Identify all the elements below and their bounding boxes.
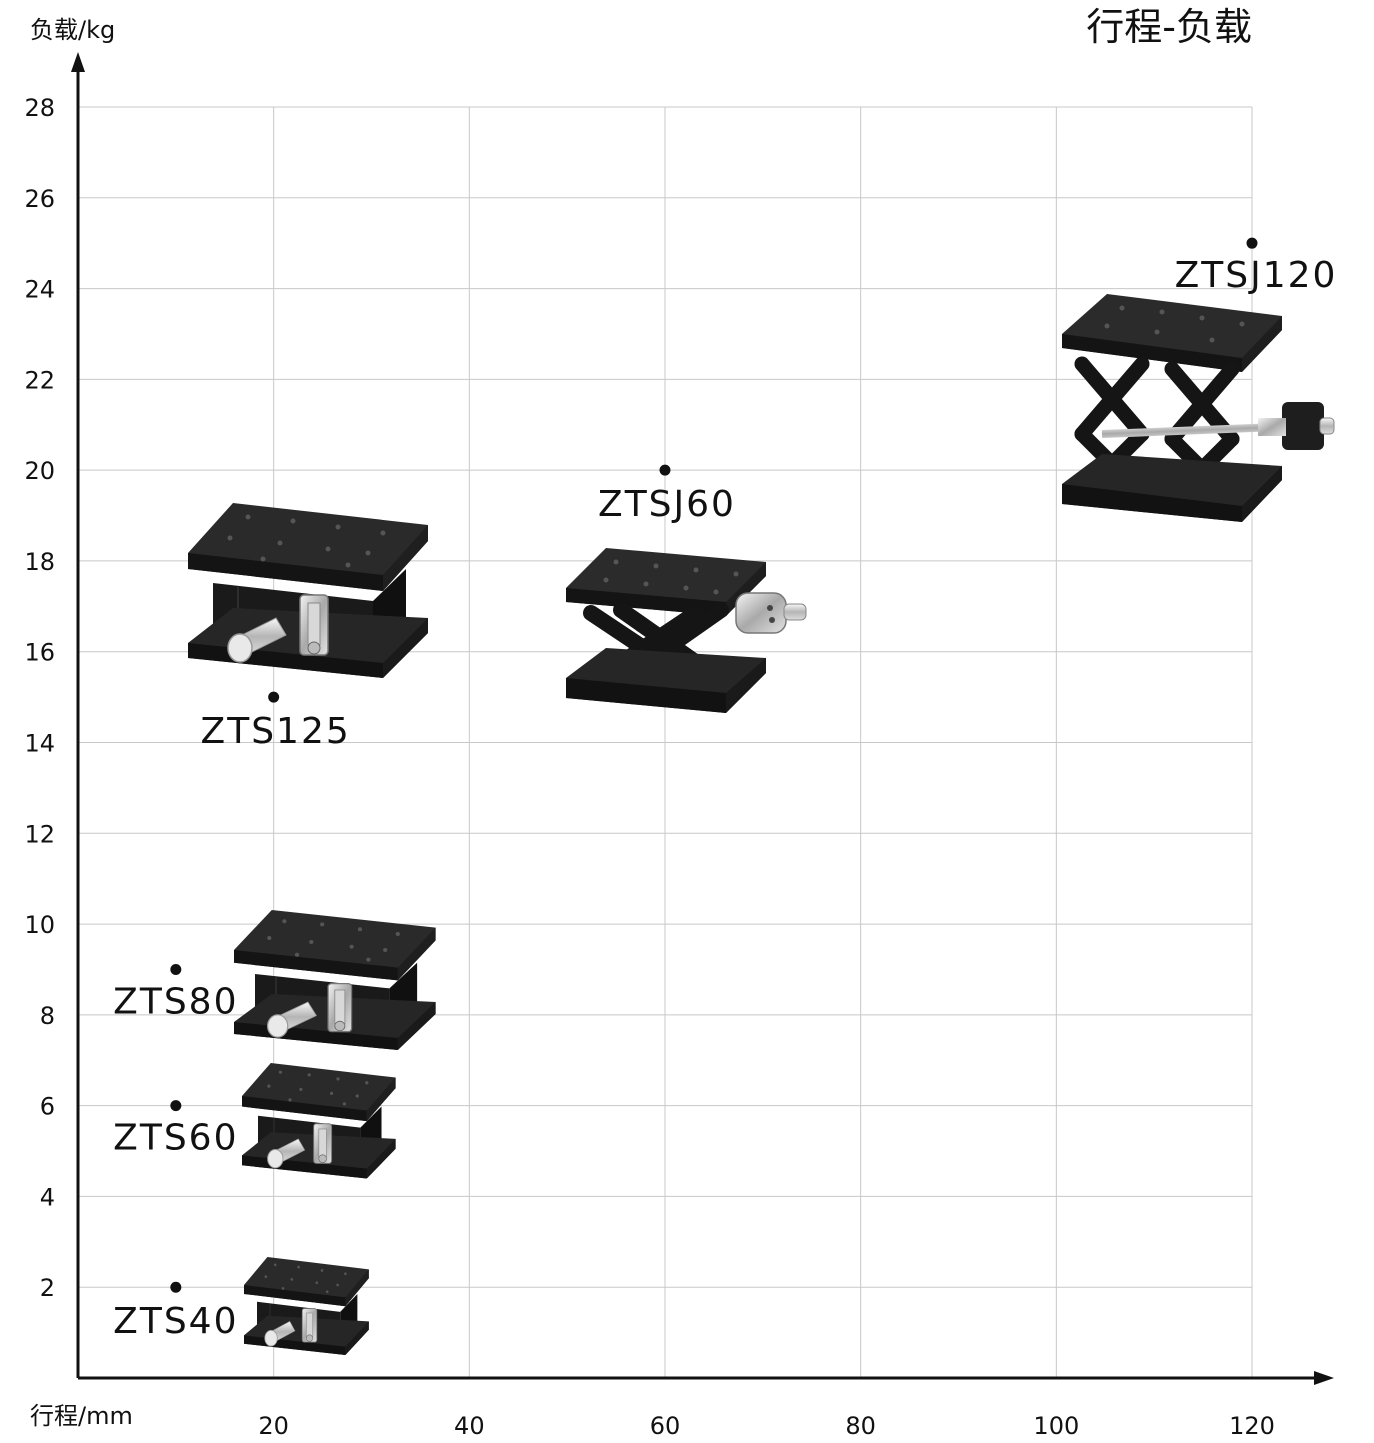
product-image-ztsj60 (566, 548, 806, 713)
data-label-zts60: ZTS60 (113, 1118, 238, 1159)
y-tick-label: 24 (24, 276, 55, 304)
y-tick-label: 18 (24, 548, 55, 576)
x-tick-label: 20 (258, 1412, 289, 1440)
y-tick-label: 2 (40, 1274, 55, 1302)
y-tick-label: 10 (24, 911, 55, 939)
y-tick-label: 4 (40, 1183, 55, 1211)
y-axis-title: 负载/kg (30, 16, 115, 44)
data-label-zts40: ZTS40 (113, 1301, 238, 1342)
x-tick-label: 80 (845, 1412, 876, 1440)
data-label-ztsj120: ZTSJ120 (1175, 255, 1338, 296)
data-point-zts80 (170, 963, 182, 975)
y-tick-label: 6 (40, 1093, 55, 1121)
y-tick-label: 26 (24, 185, 55, 213)
x-axis-arrow (1314, 1371, 1334, 1385)
product-image-zts80 (233, 909, 437, 1051)
data-point-zts60 (170, 1100, 182, 1112)
x-axis-title: 行程/mm (30, 1402, 133, 1430)
data-label-zts125: ZTS125 (201, 711, 351, 752)
product-image-ztsj120 (1062, 294, 1334, 522)
y-tick-label: 14 (24, 730, 55, 758)
y-axis-arrow (71, 52, 85, 72)
data-label-ztsj60: ZTSJ60 (598, 484, 736, 525)
chart-title: 行程-负载 (1086, 5, 1252, 49)
product-image-zts40 (243, 1256, 370, 1356)
product-image-zts125 (187, 502, 429, 679)
y-tick-label: 12 (24, 820, 55, 848)
data-point-ztsj60 (659, 464, 671, 476)
product-image-zts60 (241, 1062, 397, 1180)
y-tick-label: 28 (24, 94, 55, 122)
x-tick-label: 60 (650, 1412, 681, 1440)
x-tick-label: 100 (1033, 1412, 1079, 1440)
data-points: ZTS40 ZTS60 ZTS80 ZTS125 ZTSJ60 ZTSJ120 (113, 237, 1338, 1342)
data-point-ztsj120 (1246, 237, 1258, 249)
data-label-zts80: ZTS80 (113, 981, 238, 1022)
x-tick-label: 120 (1229, 1412, 1275, 1440)
y-tick-label: 20 (24, 457, 55, 485)
product-images (187, 294, 1334, 1356)
x-tick-label: 40 (454, 1412, 485, 1440)
y-tick-label: 8 (40, 1002, 55, 1030)
axes (71, 52, 1334, 1385)
data-point-zts40 (170, 1281, 182, 1293)
y-tick-label: 22 (24, 366, 55, 394)
data-point-zts125 (268, 691, 280, 703)
y-tick-label: 16 (24, 639, 55, 667)
